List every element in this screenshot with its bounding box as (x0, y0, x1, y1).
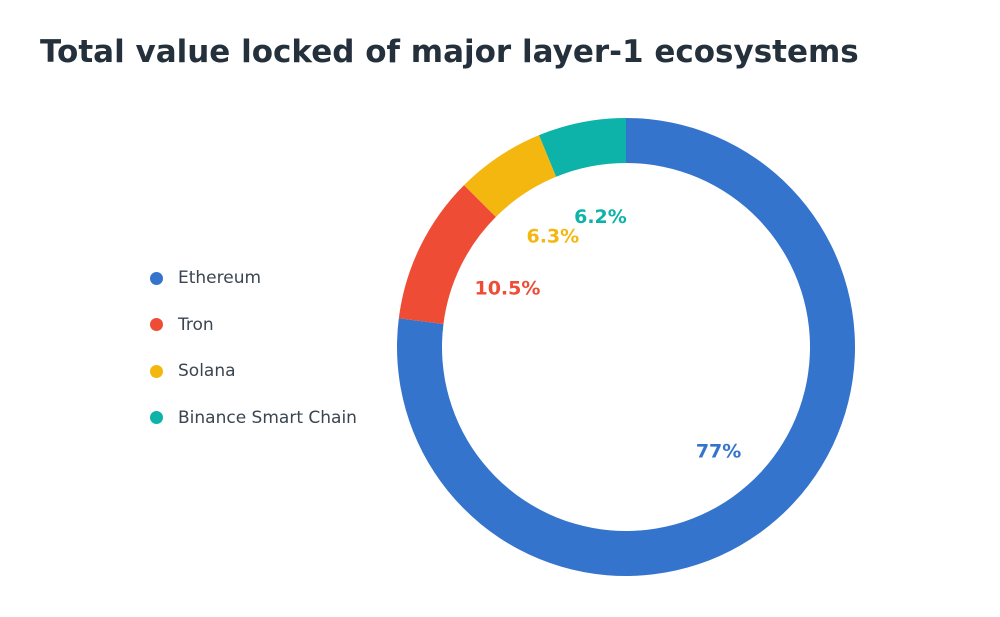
legend-item-binance-smart-chain: Binance Smart Chain (150, 404, 357, 432)
legend: Ethereum Tron Solana Binance Smart Chain (150, 264, 357, 450)
legend-swatch (150, 271, 163, 285)
legend-swatch (150, 411, 163, 424)
legend-label: Tron (178, 314, 214, 335)
value-label-ethereum: 77% (696, 441, 741, 463)
legend-swatch (150, 318, 163, 331)
chart-title: Total value locked of major layer-1 ecos… (40, 34, 859, 70)
legend-item-tron: Tron (150, 311, 357, 339)
value-label-solana: 6.3% (526, 226, 579, 248)
legend-item-ethereum: Ethereum (150, 264, 357, 292)
legend-item-solana: Solana (150, 357, 357, 385)
donut-slice-binance-smart-chain (539, 118, 626, 177)
donut-slice-tron (398, 185, 496, 324)
legend-label: Binance Smart Chain (178, 407, 357, 428)
donut-slice-solana (464, 135, 557, 217)
legend-label: Ethereum (178, 268, 262, 288)
legend-swatch (150, 364, 163, 378)
value-label-binance-smart-chain: 6.2% (574, 206, 627, 228)
value-label-tron: 10.5% (474, 277, 540, 299)
legend-label: Solana (178, 361, 236, 381)
